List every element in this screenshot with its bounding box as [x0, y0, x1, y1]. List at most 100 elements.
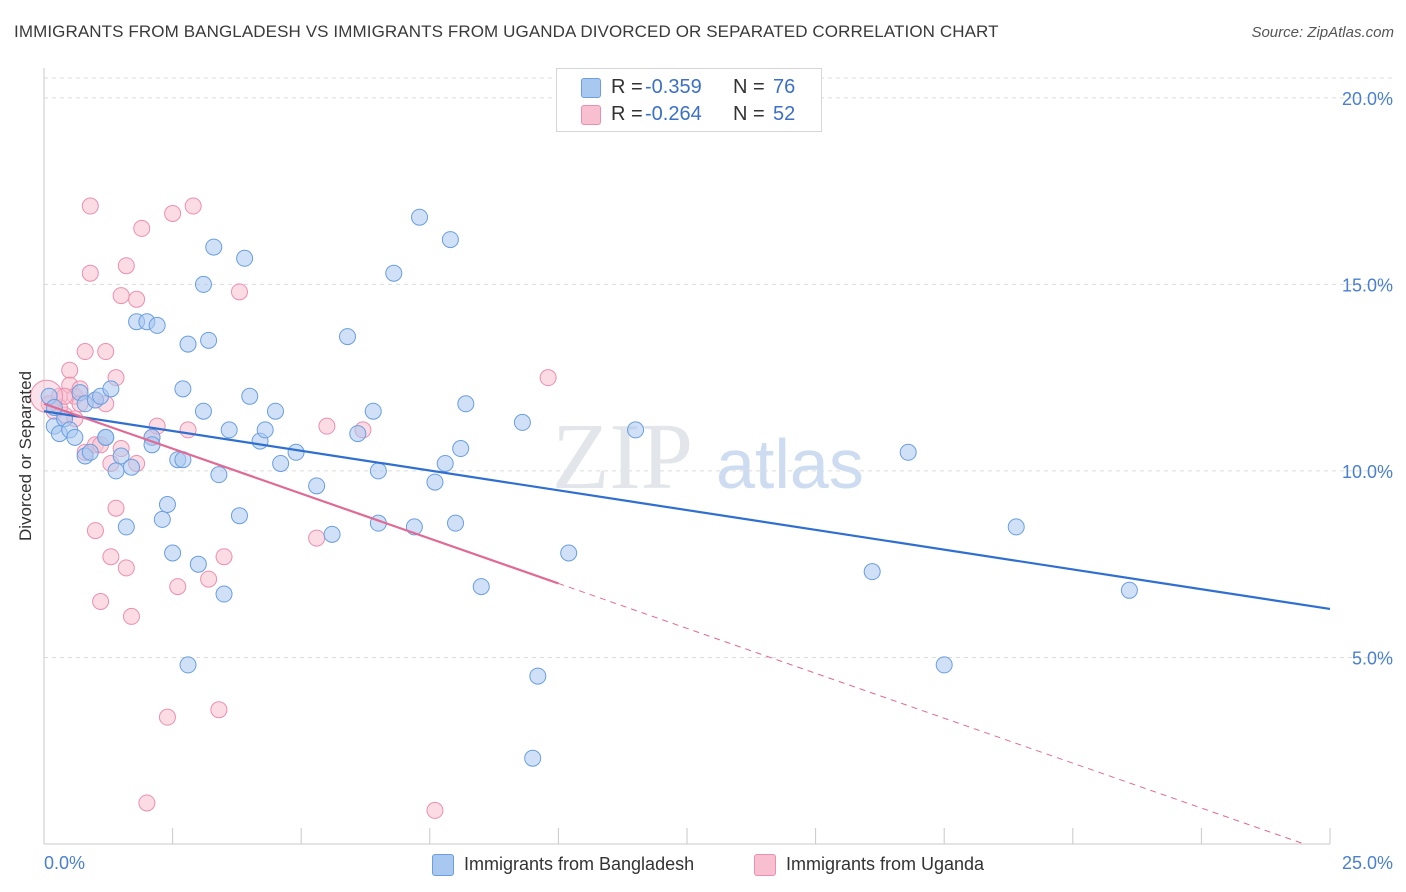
legend-n-label: N = — [733, 76, 765, 98]
bangladesh-point — [97, 428, 115, 446]
bangladesh-point — [194, 275, 212, 293]
uganda-point — [179, 421, 197, 439]
uganda-point — [128, 290, 146, 308]
legend-n-value: 52 — [773, 103, 796, 125]
bangladesh-point — [436, 454, 454, 472]
bangladesh-point — [308, 477, 326, 495]
uganda-point — [97, 343, 115, 361]
uganda-point — [133, 219, 151, 237]
bangladesh-point — [441, 231, 459, 249]
bangladesh-swatch — [432, 854, 454, 876]
bangladesh-point — [349, 425, 367, 443]
watermark-zip: ZIP — [552, 405, 693, 509]
bangladesh-point — [189, 555, 207, 573]
grid — [44, 77, 1392, 658]
bottom-legend-uganda-label: Immigrants from Uganda — [786, 854, 985, 874]
bangladesh-point — [513, 413, 531, 431]
uganda-point — [164, 205, 182, 222]
uganda-point — [200, 570, 218, 588]
x-tick-label: 0.0% — [44, 853, 85, 873]
bangladesh-point — [81, 443, 99, 461]
uganda-point — [81, 197, 99, 215]
uganda-point — [158, 708, 176, 726]
legend-r-value: -0.264 — [645, 103, 702, 125]
bangladesh-point — [194, 402, 212, 420]
bangladesh-point — [1120, 581, 1138, 599]
uganda-point — [138, 794, 156, 812]
y-tick-label: 15.0% — [1342, 275, 1393, 295]
bangladesh-point — [426, 473, 444, 491]
bangladesh-point — [158, 496, 176, 513]
bangladesh-point — [472, 578, 490, 596]
bangladesh-point — [266, 402, 284, 420]
watermark: ZIP atlas — [552, 405, 864, 509]
uganda-point — [86, 522, 104, 540]
bangladesh-point — [364, 402, 382, 420]
uganda-swatch — [581, 105, 601, 125]
uganda-point — [112, 287, 130, 305]
source-label: Source: ZipAtlas.com — [1251, 24, 1394, 41]
trend-lines — [43, 402, 1331, 845]
legend-r-label: R = — [611, 103, 643, 125]
uganda-point — [117, 559, 135, 577]
legend-n-value: 76 — [773, 76, 796, 98]
bangladesh-trend-line — [43, 410, 1331, 611]
uganda-point — [210, 701, 228, 719]
axes — [43, 68, 1331, 845]
bangladesh-point — [560, 544, 578, 562]
uganda-points — [30, 197, 557, 819]
bottom-legend-bangladesh-label: Immigrants from Bangladesh — [464, 854, 695, 874]
bangladesh-point — [236, 249, 254, 267]
uganda-point — [81, 264, 99, 282]
bangladesh-swatch — [581, 78, 601, 98]
bangladesh-point — [1007, 518, 1025, 536]
stats-legend: R = -0.359 N = 76 R = -0.264 N = 52 — [556, 68, 822, 132]
x-tick-label: 25.0% — [1342, 853, 1393, 873]
bangladesh-point — [627, 421, 645, 439]
tick-labels: 5.0% 10.0% 15.0% 20.0% 0.0% 25.0% — [44, 89, 1393, 873]
legend-r-label: R = — [611, 76, 643, 98]
bangladesh-point — [447, 514, 465, 532]
uganda-trend-extension — [558, 582, 1305, 845]
bangladesh-point — [411, 208, 429, 226]
bangladesh-point — [205, 238, 223, 256]
uganda-point — [117, 257, 135, 275]
uganda-point — [426, 801, 444, 819]
uganda-point — [102, 548, 120, 566]
bangladesh-point — [529, 667, 547, 685]
uganda-point — [308, 529, 326, 547]
bangladesh-point — [323, 525, 341, 543]
bangladesh-point — [338, 328, 356, 346]
bangladesh-point — [107, 462, 125, 480]
bangladesh-point — [369, 462, 387, 480]
bangladesh-point — [385, 264, 403, 282]
bangladesh-point — [122, 458, 140, 476]
uganda-point — [215, 548, 233, 566]
legend-n-label: N = — [733, 103, 765, 125]
bangladesh-point — [200, 331, 218, 349]
bangladesh-point — [452, 440, 470, 458]
uganda-point — [107, 499, 125, 517]
y-axis-label: Divorced or Separated — [16, 370, 35, 542]
bangladesh-point — [179, 656, 197, 674]
uganda-point — [61, 361, 79, 379]
bangladesh-point — [179, 335, 197, 353]
y-tick-label: 5.0% — [1352, 648, 1393, 668]
uganda-point — [169, 578, 187, 596]
uganda-point — [184, 197, 202, 215]
bangladesh-point — [164, 544, 182, 562]
uganda-point — [230, 283, 248, 301]
uganda-point — [318, 417, 336, 435]
legend-r-value: -0.359 — [645, 76, 702, 98]
bangladesh-point — [174, 380, 192, 398]
bangladesh-point — [256, 421, 274, 439]
uganda-trend-line — [43, 402, 559, 585]
bangladesh-point — [457, 395, 475, 413]
bangladesh-point — [117, 518, 135, 536]
bangladesh-point — [220, 421, 238, 439]
bangladesh-point — [230, 507, 248, 525]
uganda-point — [539, 369, 557, 387]
uganda-point — [76, 343, 94, 361]
watermark-atlas: atlas — [716, 425, 864, 503]
